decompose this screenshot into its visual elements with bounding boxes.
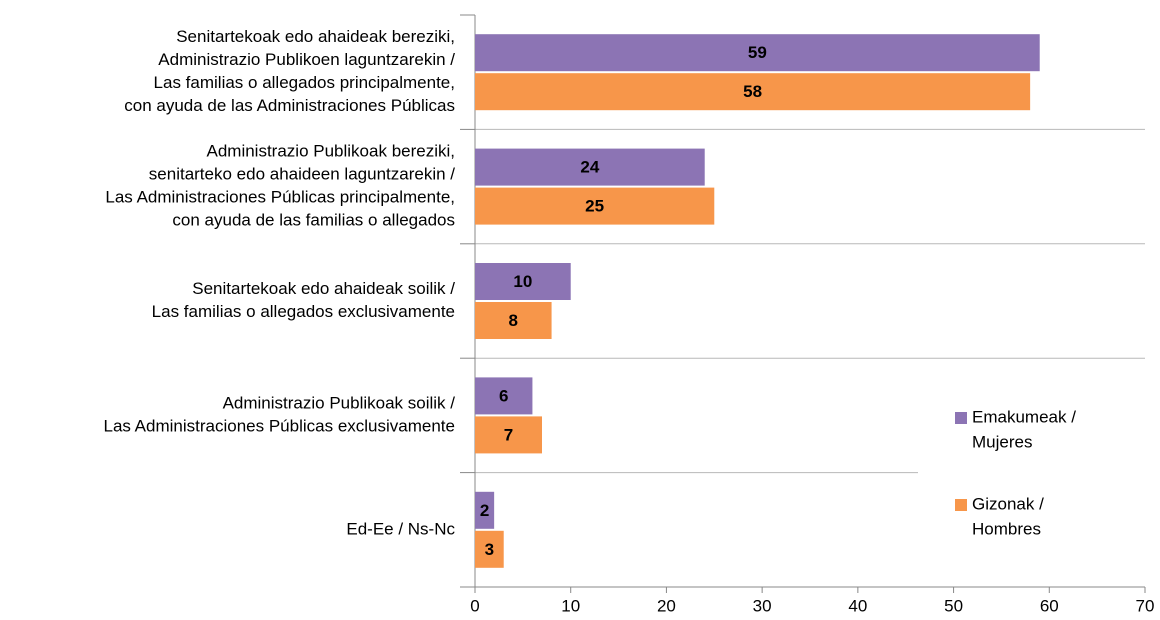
bar bbox=[475, 377, 533, 415]
value-label: 7 bbox=[504, 425, 513, 444]
value-label: 8 bbox=[509, 311, 518, 330]
value-label: 58 bbox=[743, 82, 762, 101]
bar bbox=[475, 34, 1040, 72]
legend-label: Mujeres bbox=[972, 432, 1032, 451]
legend-label: Emakumeak / bbox=[972, 407, 1076, 426]
x-tick-label: 0 bbox=[470, 596, 479, 615]
category-label: Administrazio Publikoen laguntzarekin / bbox=[158, 50, 455, 69]
value-label: 59 bbox=[748, 43, 767, 62]
category-label: senitarteko edo ahaideen laguntzarekin / bbox=[149, 165, 455, 184]
category-label: Las familias o allegados exclusivamente bbox=[152, 302, 455, 321]
x-tick-label: 20 bbox=[657, 596, 676, 615]
category-label: con ayuda de las familias o allegados bbox=[172, 211, 455, 230]
x-tick-label: 50 bbox=[944, 596, 963, 615]
category-label: Senitartekoak edo ahaideak soilik / bbox=[192, 279, 455, 298]
bar bbox=[475, 187, 715, 225]
category-label: Administrazio Publikoak soilik / bbox=[223, 393, 456, 412]
category-label: Las familias o allegados principalmente, bbox=[154, 73, 455, 92]
x-tick-label: 60 bbox=[1040, 596, 1059, 615]
value-label: 6 bbox=[499, 386, 508, 405]
x-tick-label: 10 bbox=[561, 596, 580, 615]
bar bbox=[475, 491, 495, 529]
bar bbox=[475, 416, 542, 454]
bar bbox=[475, 263, 571, 300]
legend-label: Gizonak / bbox=[972, 494, 1044, 513]
x-tick-label: 30 bbox=[753, 596, 772, 615]
category-label: Las Administraciones Públicas principalm… bbox=[105, 188, 455, 207]
bar bbox=[475, 73, 1031, 111]
value-label: 10 bbox=[513, 272, 532, 291]
category-label: Administrazio Publikoak bereziki, bbox=[207, 142, 456, 161]
category-label: Ed-Ee / Ns-Nc bbox=[346, 519, 455, 538]
category-label: con ayuda de las Administraciones Públic… bbox=[124, 96, 455, 115]
legend-label: Hombres bbox=[972, 519, 1041, 538]
value-label: 2 bbox=[480, 501, 489, 520]
category-label: Las Administraciones Públicas exclusivam… bbox=[103, 416, 455, 435]
bar bbox=[475, 530, 504, 568]
value-label: 24 bbox=[580, 158, 599, 177]
value-label: 3 bbox=[485, 540, 494, 559]
legend-swatch bbox=[955, 412, 967, 424]
bar bbox=[475, 148, 705, 186]
x-tick-label: 70 bbox=[1136, 596, 1155, 615]
category-label: Senitartekoak edo ahaideak bereziki, bbox=[176, 27, 455, 46]
x-tick-label: 40 bbox=[848, 596, 867, 615]
legend-swatch bbox=[955, 499, 967, 511]
bar bbox=[475, 302, 552, 339]
value-label: 25 bbox=[585, 197, 604, 216]
